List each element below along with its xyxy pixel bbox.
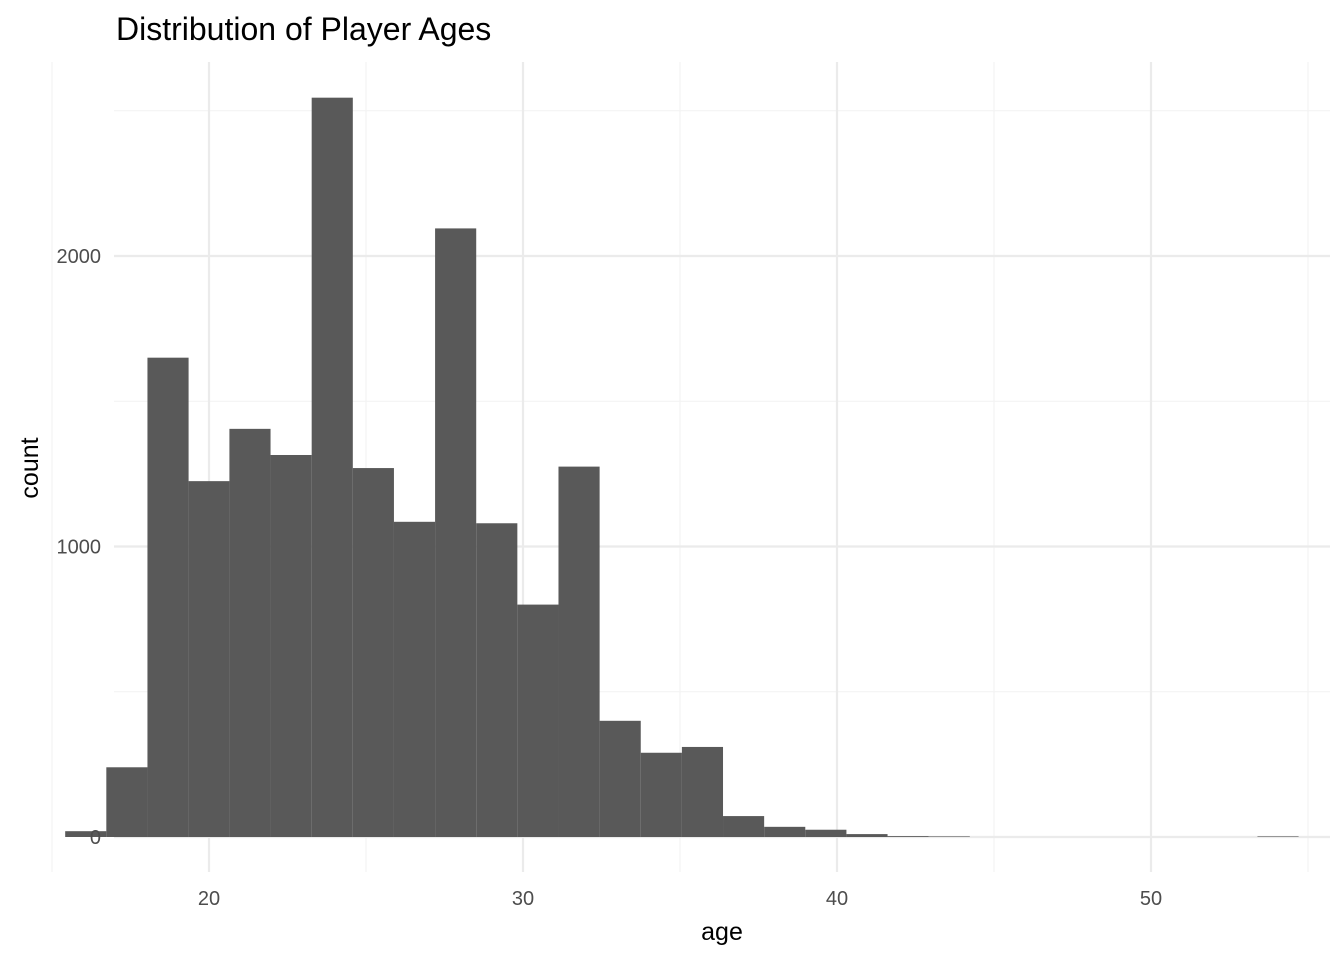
y-axis-title: count (16, 437, 44, 498)
y-tick-label: 0 (90, 827, 101, 849)
histogram-bar (1257, 836, 1299, 837)
ticks-layer: 20 30 40 50 0 1000 2000 (57, 246, 1163, 910)
y-tick-label: 2000 (57, 246, 102, 268)
histogram-bar (640, 752, 682, 837)
x-tick-label: 40 (826, 888, 848, 910)
y-tick-label: 1000 (57, 537, 102, 559)
x-tick-label: 20 (198, 888, 220, 910)
histogram-bar (147, 357, 189, 837)
histogram-bar (476, 523, 518, 837)
chart-title: Distribution of Player Ages (116, 11, 491, 47)
histogram-bar (887, 836, 929, 837)
histogram-bar (517, 604, 559, 837)
x-tick-label: 50 (1140, 888, 1162, 910)
histogram-bar (764, 826, 806, 837)
histogram-bar (846, 834, 888, 837)
x-axis-title: age (701, 918, 743, 946)
histogram-bar (723, 816, 765, 837)
histogram-bar (352, 468, 394, 837)
histogram-bar (188, 481, 230, 837)
histogram-bar (805, 829, 847, 837)
histogram-bar (393, 521, 436, 837)
histogram-bar (558, 466, 600, 837)
histogram-bar (928, 836, 970, 837)
histogram-bar (270, 454, 312, 837)
histogram-bar (599, 720, 641, 837)
x-tick-label: 30 (512, 888, 534, 910)
bars-layer (65, 97, 1299, 838)
histogram-bar (106, 767, 148, 837)
histogram-bar (311, 97, 353, 838)
histogram-bar (435, 228, 477, 838)
histogram-bar (65, 831, 107, 837)
histogram-bar (681, 746, 724, 837)
histogram-bar (229, 428, 271, 837)
